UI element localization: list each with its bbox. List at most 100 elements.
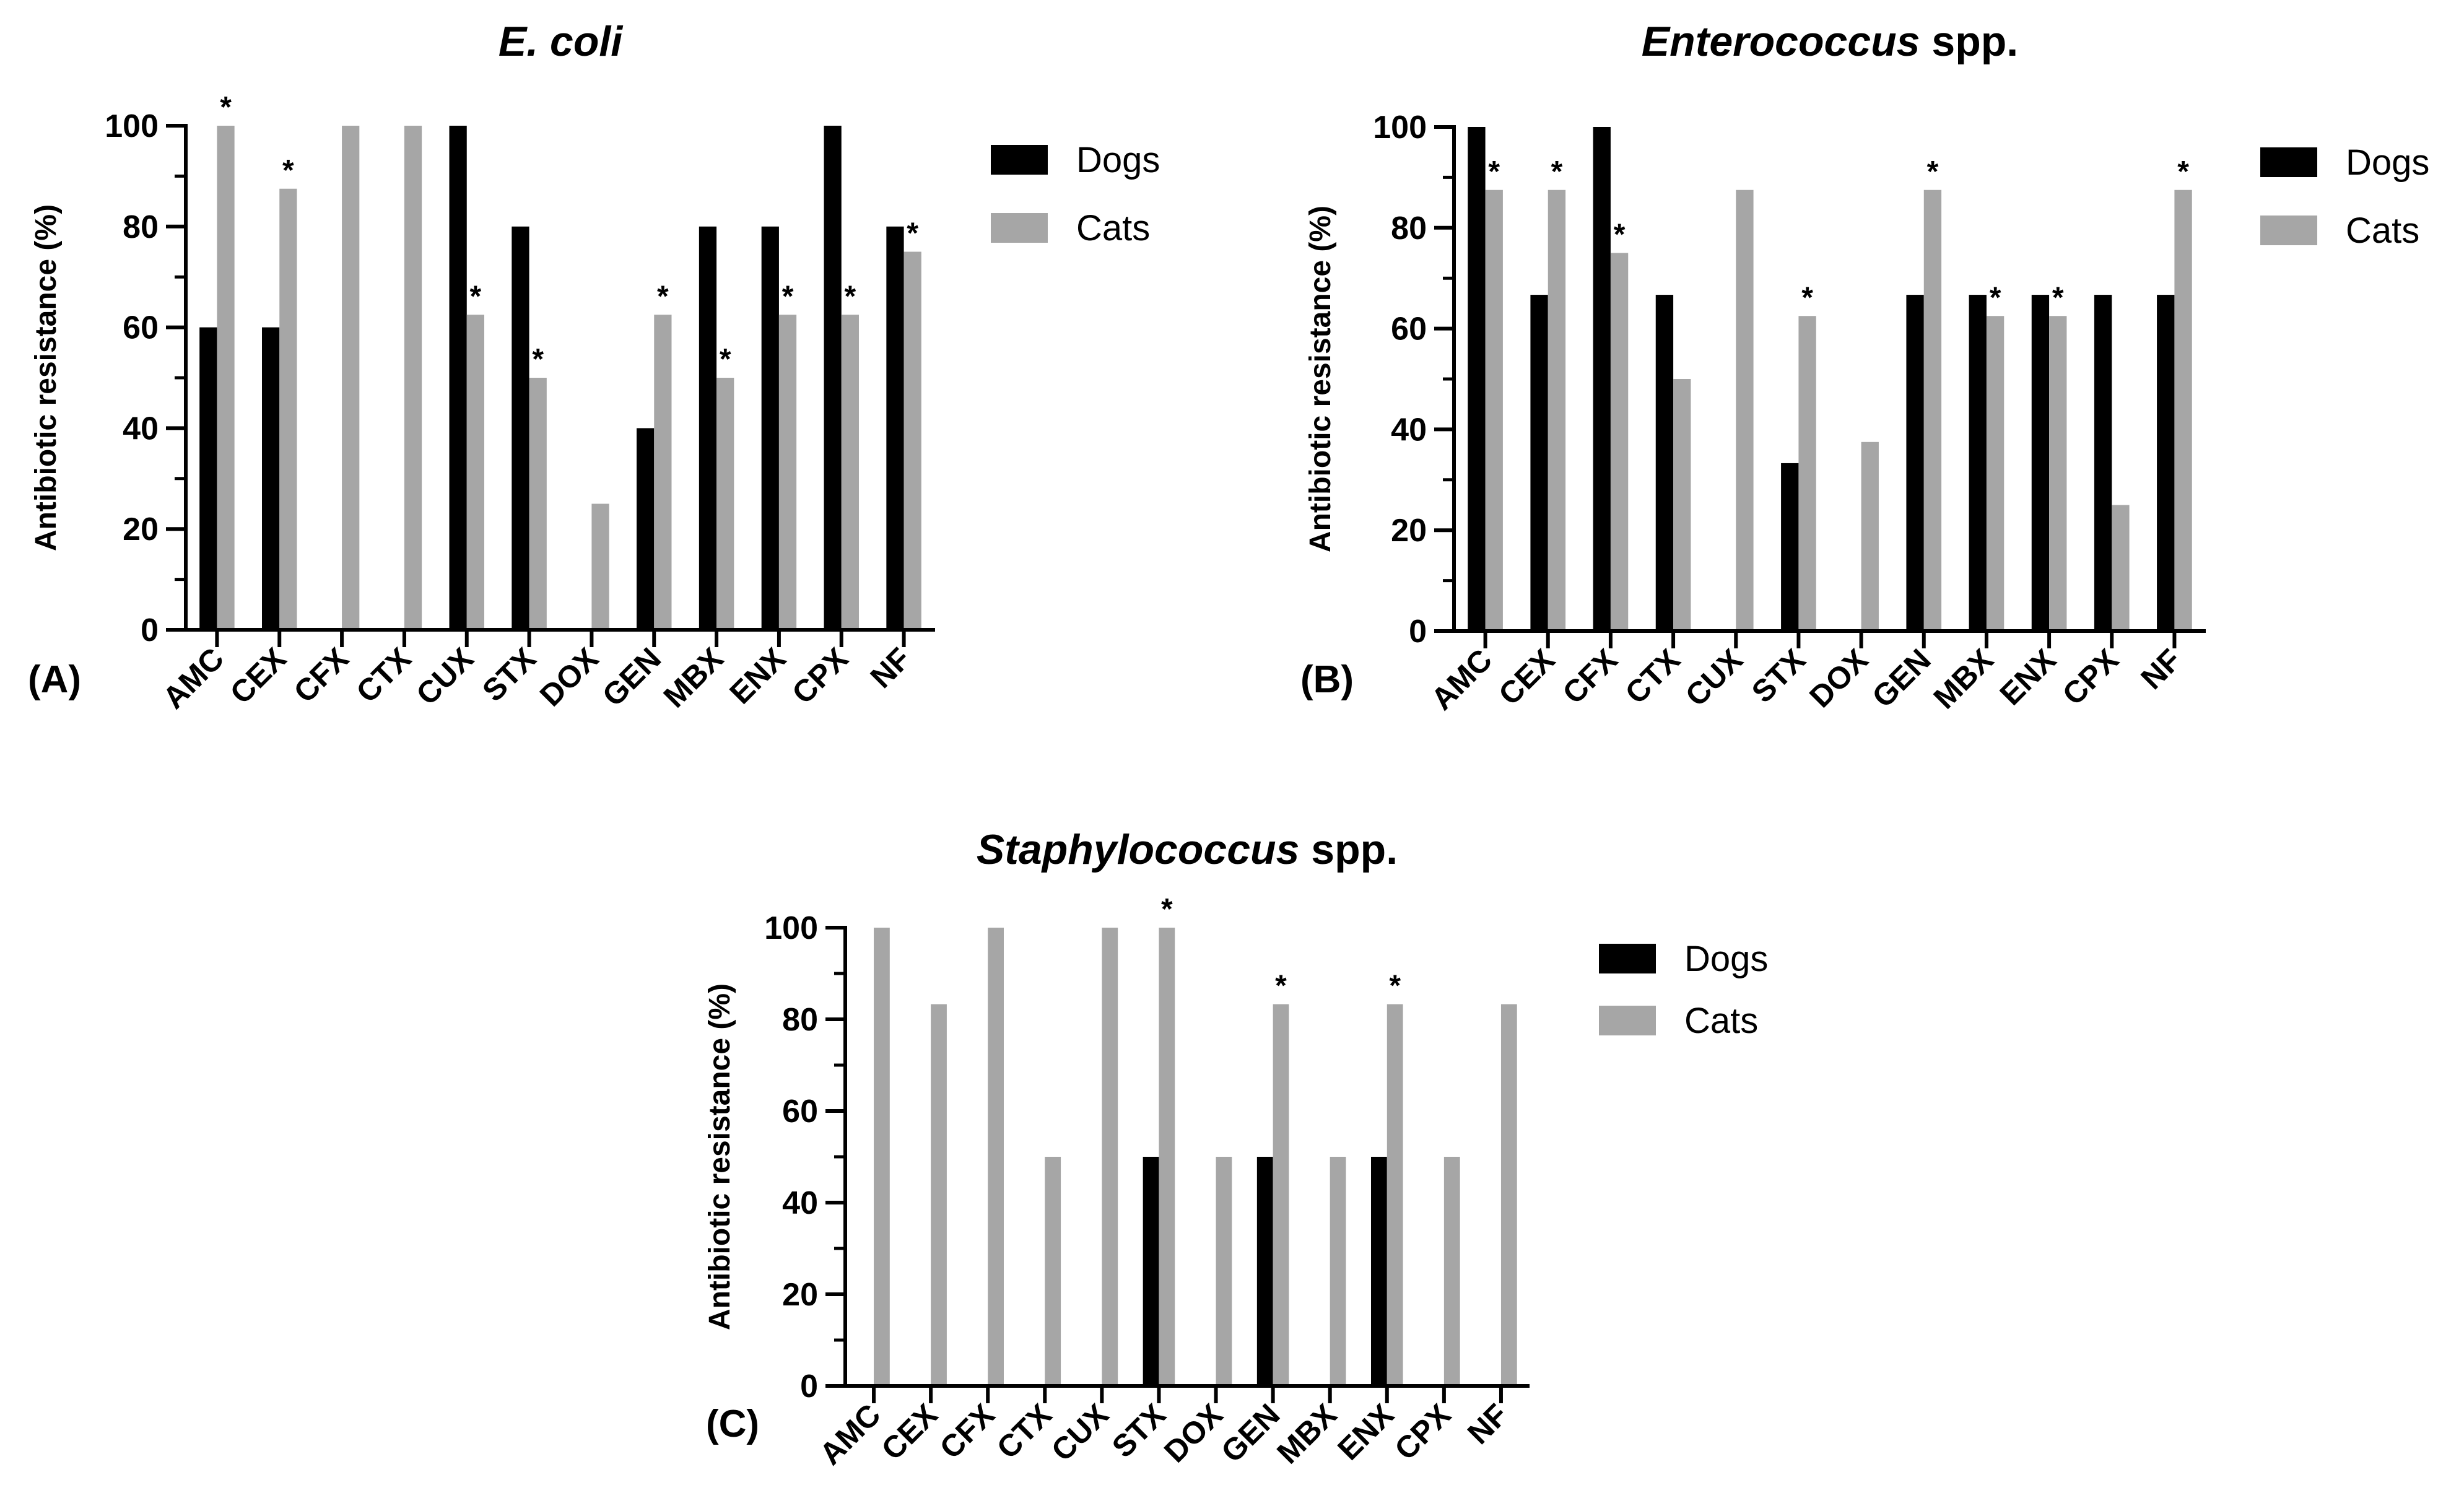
bar-dogs-cex (262, 327, 280, 630)
significance-star: * (720, 343, 731, 376)
x-tick-label: DOX (533, 641, 605, 713)
x-tick-label: CEX (224, 641, 293, 710)
y-axis-label: Antibiotic resistance (%) (703, 983, 736, 1330)
x-tick-label: MBX (1270, 1397, 1343, 1470)
y-tick-label: 20 (1391, 513, 1427, 549)
x-tick-label: ENX (1993, 642, 2063, 712)
significance-star: * (845, 280, 856, 313)
significance-star: * (782, 280, 794, 313)
chart-title-plain: spp. (1920, 18, 2019, 65)
bar-cats-stx (1159, 928, 1175, 1386)
chart-title: Enterococcus spp. (1642, 18, 2018, 65)
bar-cats-cux (466, 315, 484, 630)
bar-cats-cpx (2112, 505, 2130, 631)
legend-swatch-dogs (1599, 944, 1656, 973)
bar-cats-amc (1485, 189, 1503, 631)
bar-cats-cux (1102, 928, 1118, 1386)
bar-cats-mbx (1330, 1157, 1346, 1386)
bar-dogs-enx (761, 226, 779, 630)
x-tick-label: AMC (813, 1397, 887, 1471)
bar-cats-nf (2174, 189, 2192, 631)
x-tick-label: DOX (1157, 1397, 1229, 1469)
bar-cats-gen (1273, 1004, 1289, 1386)
chart-title-italic: Staphylococcus (977, 826, 1300, 873)
legend-label-cats: Cats (1076, 208, 1150, 248)
chart-title: E. coli (498, 18, 624, 65)
bar-cats-nf (903, 251, 921, 630)
x-tick-label: NF (1461, 1397, 1515, 1451)
x-tick-label: AMC (1424, 642, 1499, 716)
bar-cats-cfx (988, 928, 1004, 1386)
y-tick-label: 0 (141, 612, 159, 648)
bar-cats-cux (1736, 189, 1754, 631)
significance-star: * (1927, 155, 1939, 188)
bar-dogs-enx (2031, 295, 2050, 631)
significance-star: * (2052, 281, 2064, 314)
x-tick-label: CPX (2056, 642, 2125, 712)
legend-swatch-dogs (2260, 147, 2317, 177)
bar-dogs-mbx (699, 226, 717, 630)
significance-star: * (907, 217, 918, 250)
x-tick-label: MBX (1927, 642, 2000, 715)
bar-cats-ctx (404, 126, 422, 630)
legend-label-cats: Cats (1684, 1001, 1758, 1041)
bar-cats-cex (931, 1004, 947, 1386)
panel-label: (A) (28, 658, 81, 701)
bar-dogs-ctx (1655, 295, 1674, 631)
x-tick-label: CUX (1679, 642, 1749, 713)
x-tick-label: ENX (1331, 1397, 1400, 1466)
panel-label: (B) (1300, 658, 1354, 701)
significance-star: * (220, 91, 232, 124)
bar-cats-cpx (841, 315, 859, 630)
y-tick-label: 0 (800, 1369, 818, 1404)
bar-dogs-cpx (2094, 295, 2112, 631)
significance-star: * (1801, 281, 1813, 314)
x-tick-label: CFX (1556, 642, 1624, 710)
y-axis-label: Antibiotic resistance (%) (30, 204, 63, 551)
x-tick-label: GEN (596, 641, 668, 713)
significance-star: * (1161, 893, 1173, 926)
significance-star: * (1551, 155, 1563, 188)
x-tick-label: DOX (1803, 642, 1874, 714)
x-tick-label: CPX (1388, 1397, 1457, 1466)
x-tick-label: AMC (156, 641, 230, 715)
x-tick-label: CTX (1619, 642, 1687, 710)
y-tick-label: 60 (782, 1094, 818, 1130)
y-tick-label: 40 (1391, 412, 1427, 448)
bar-dogs-amc (1468, 127, 1486, 631)
panel-label: (C) (706, 1403, 759, 1445)
x-tick-label: STX (476, 641, 542, 708)
y-tick-label: 60 (123, 310, 159, 346)
x-tick-label: CEX (875, 1397, 944, 1466)
y-tick-label: 40 (782, 1185, 818, 1221)
bar-cats-amc (217, 126, 235, 630)
bar-cats-gen (654, 315, 672, 630)
significance-star: * (657, 280, 669, 313)
significance-star: * (1389, 970, 1401, 1003)
significance-star: * (282, 154, 294, 187)
legend-swatch-cats (991, 213, 1048, 243)
chart-title-italic: E. coli (498, 18, 624, 65)
bar-cats-ctx (1673, 379, 1691, 631)
bar-cats-mbx (716, 378, 734, 630)
panel-b: Enterococcus spp. Antibiotic resistance (… (1300, 18, 2429, 716)
bar-dogs-cpx (824, 126, 842, 630)
y-tick-label: 20 (123, 512, 159, 547)
bar-dogs-amc (199, 327, 217, 630)
bar-dogs-enx (1371, 1157, 1387, 1386)
legend-label-dogs: Dogs (1076, 140, 1160, 180)
y-tick-label: 80 (782, 1002, 818, 1038)
chart-title: Staphylococcus spp. (977, 826, 1398, 873)
bar-cats-stx (1798, 316, 1816, 631)
x-tick-label: CTX (349, 641, 417, 709)
x-tick-label: GEN (1865, 642, 1937, 714)
x-tick-label: NF (864, 641, 918, 695)
y-tick-label: 100 (105, 108, 159, 144)
legend-swatch-dogs (991, 145, 1048, 175)
x-tick-label: ENX (723, 641, 792, 710)
x-tick-label: STX (1745, 642, 1812, 709)
y-tick-label: 60 (1391, 311, 1427, 347)
x-tick-label: CEX (1492, 642, 1561, 712)
bar-dogs-stx (1143, 1157, 1159, 1386)
